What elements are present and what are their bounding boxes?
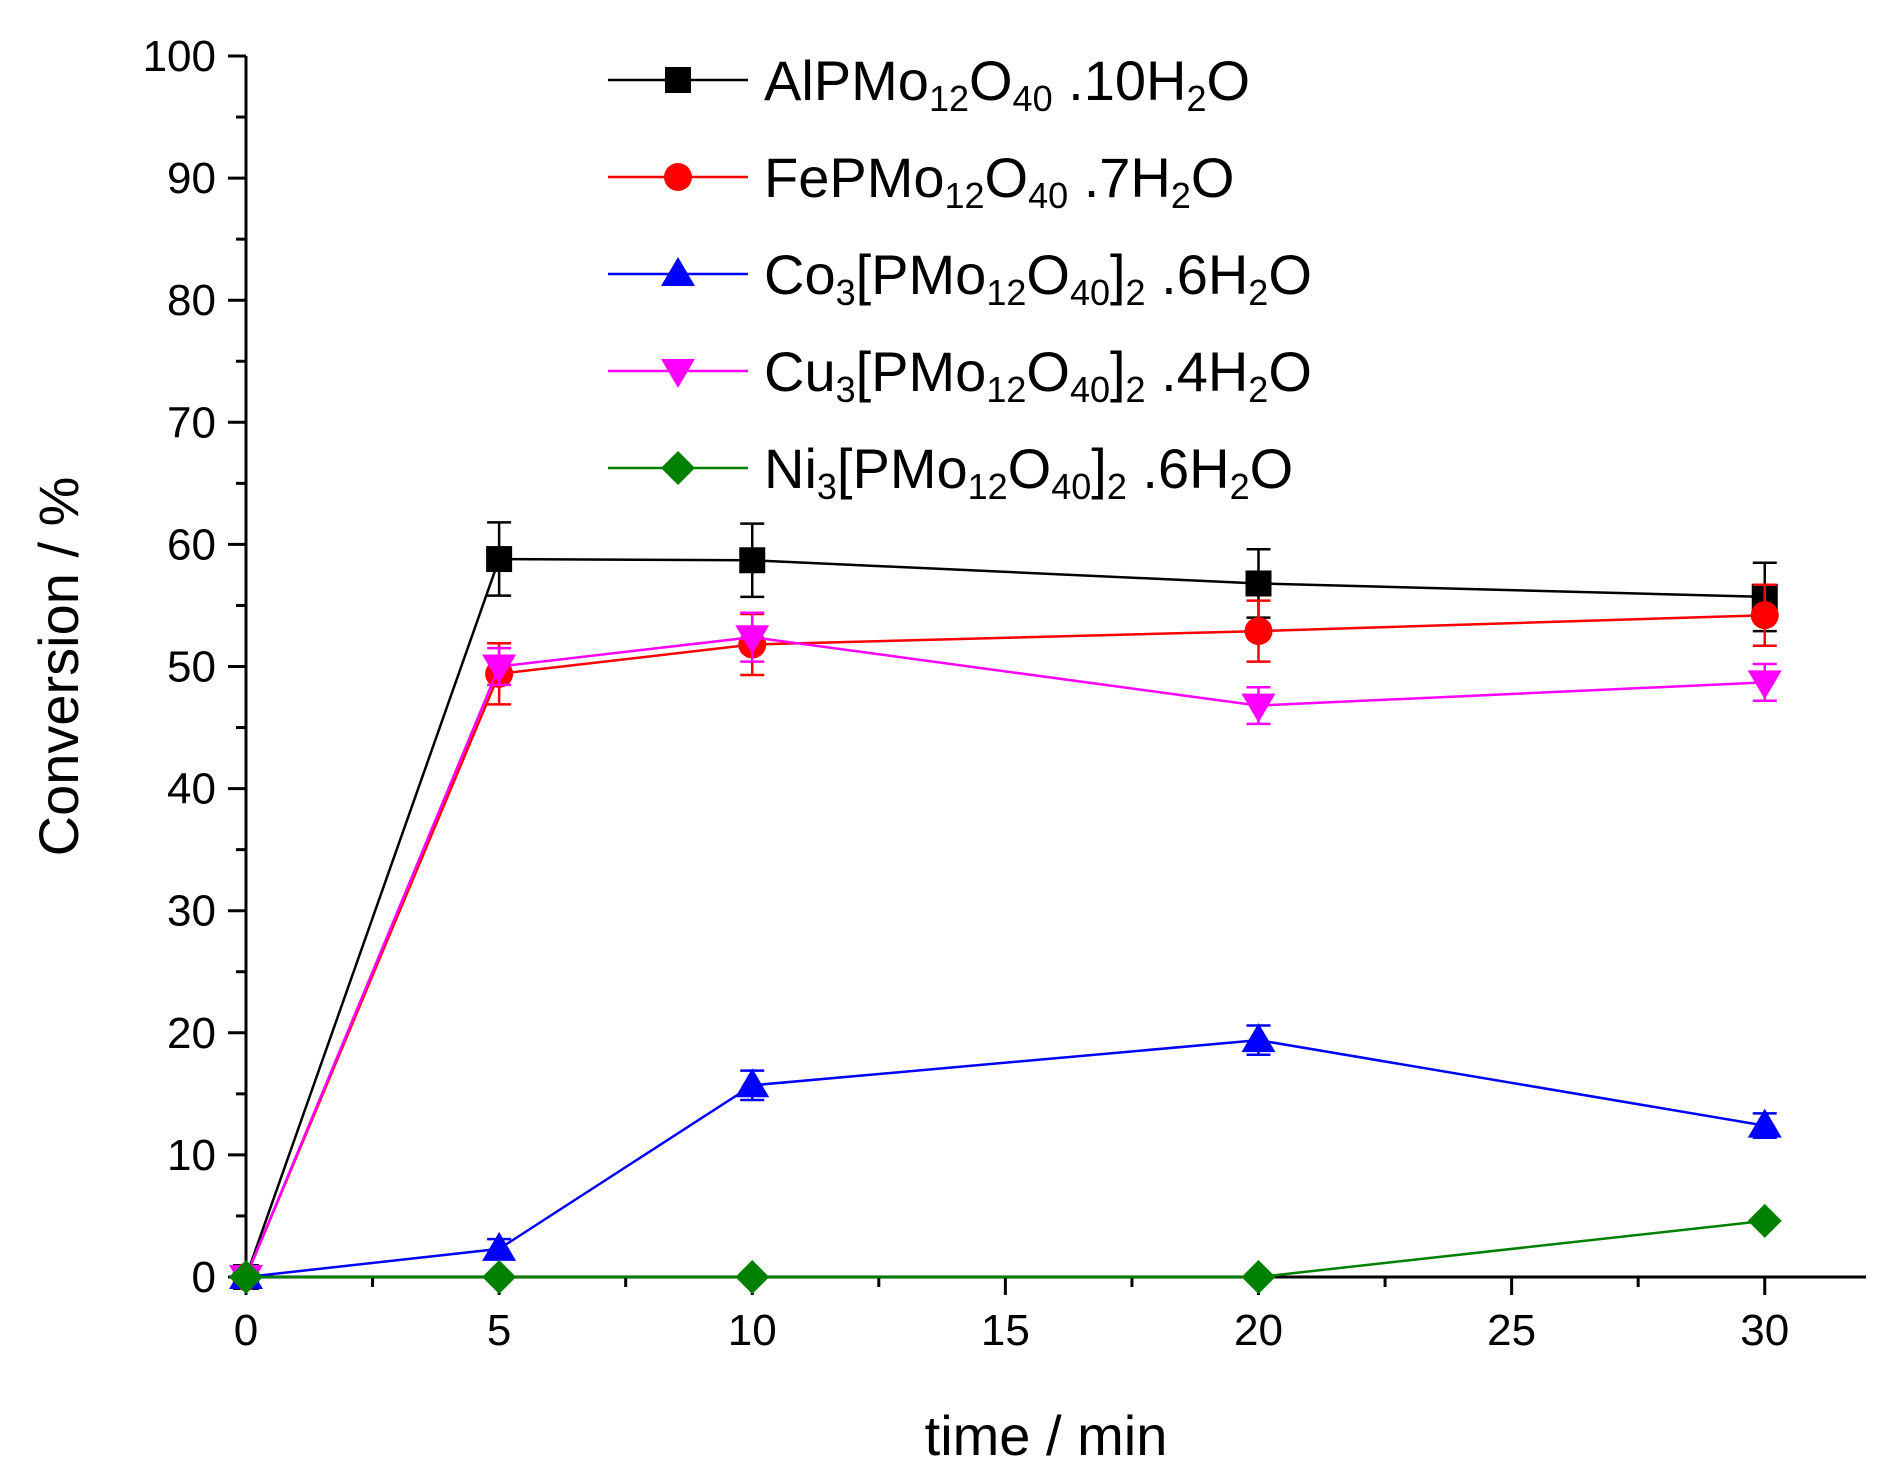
data-point [1244,617,1273,646]
series-line [244,557,1765,1278]
y-tick-label: 50 [167,643,216,692]
data-point [1241,693,1276,723]
legend-entry-1: FePMo12O40 .7H2O [608,146,1234,216]
data-point [482,1260,517,1294]
x-tick-label: 0 [234,1306,258,1355]
y-tick-label: 90 [167,154,216,203]
series-line [244,613,1765,1278]
legend-label: FePMo12O40 .7H2O [764,146,1234,216]
data-point [1241,1023,1276,1053]
y-tick-label: 30 [167,887,216,936]
series-2 [229,1023,1782,1289]
legend-label: Cu3[PMo12O40]2 .4H2O [764,340,1312,410]
legend-label: Ni3[PMo12O40]2 .6H2O [764,437,1293,507]
y-tick-label: 10 [167,1131,216,1180]
data-point [735,1260,770,1294]
plot-area: 0 5 10 15 20 25 30 0 10 20 30 40 50 60 70 80 90 100 [143,32,1866,1355]
legend-marker [665,67,691,93]
x-tick-label: 5 [487,1306,511,1355]
data-point [735,625,770,655]
y-tick-label: 70 [167,398,216,447]
x-tick-label: 25 [1487,1306,1536,1355]
legend-marker [661,257,695,286]
series-line [245,1038,1765,1279]
y-tick-label: 60 [167,520,216,569]
data-point [486,546,513,573]
data-point [229,1260,263,1294]
y-tick-label: 80 [167,276,216,325]
data-point [735,1068,770,1098]
legend-label: AlPMo12O40 .10H2O [764,49,1250,119]
y-axis-title: Conversion / % [27,477,90,857]
data-point [1750,601,1779,630]
y-axis-ticks: 0 10 20 30 40 50 60 70 80 90 100 [143,32,246,1302]
y-tick-label: 40 [167,765,216,814]
series-4 [229,1203,1782,1294]
data-point [739,547,766,574]
data-point [1245,570,1272,597]
data-point [482,1231,517,1261]
series-3 [229,611,1782,1294]
x-axis-title: time / min [925,1404,1168,1467]
x-tick-label: 15 [981,1306,1030,1355]
x-axis-ticks: 0 5 10 15 20 25 30 [234,1277,1789,1355]
series-1 [232,583,1779,1291]
legend-entry-2: Co3[PMo12O40]2 .6H2O [608,243,1312,313]
y-tick-label: 20 [167,1009,216,1058]
series-layer [229,521,1782,1294]
data-point [1747,1108,1782,1138]
y-tick-label: 0 [192,1253,216,1302]
x-tick-label: 20 [1234,1306,1283,1355]
legend-label: Co3[PMo12O40]2 .6H2O [764,243,1312,313]
legend-entry-3: Cu3[PMo12O40]2 .4H2O [608,340,1312,410]
y-tick-label: 100 [143,32,216,81]
series-line [246,1219,1765,1279]
x-tick-label: 10 [728,1306,777,1355]
legend-marker [661,359,695,388]
legend-marker [661,451,695,485]
legend-entry-4: Ni3[PMo12O40]2 .6H2O [608,437,1293,507]
data-point [1747,1203,1782,1238]
legend-entry-0: AlPMo12O40 .10H2O [608,49,1250,119]
data-point [1747,670,1782,700]
legend-marker [664,163,692,191]
data-point [482,654,517,684]
data-point [1241,1260,1276,1294]
legend: AlPMo12O40 .10H2O FePMo12O40 .7H2O Co3[PMo… [608,49,1312,507]
x-tick-label: 30 [1740,1306,1789,1355]
